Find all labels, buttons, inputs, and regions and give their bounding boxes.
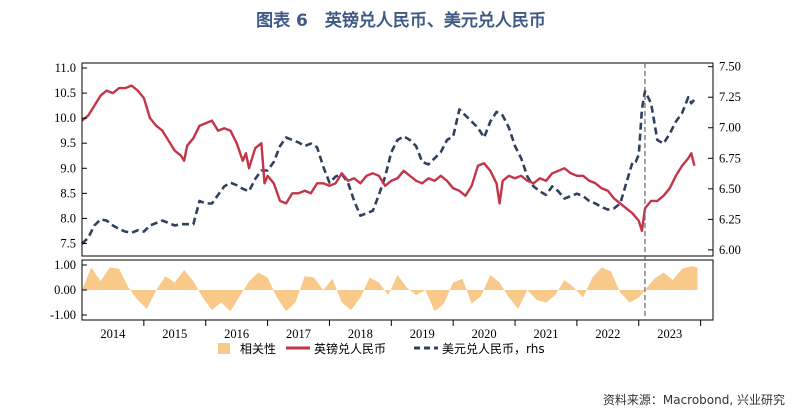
left-axis-tick-label: 10.0 <box>54 111 76 125</box>
left-axis-tick-label: 8.5 <box>60 186 76 200</box>
right-axis-tick-label: 7.00 <box>719 121 741 135</box>
right-axis-tick-label: 6.75 <box>719 151 741 165</box>
x-axis-tick-label: 2015 <box>162 327 187 341</box>
right-axis-tick-label: 6.50 <box>719 182 741 196</box>
x-axis-tick-label: 2019 <box>410 327 435 341</box>
legend: 相关性 英镑兑人民币 美元兑人民币，rhs <box>218 341 545 356</box>
gbp-cny-line <box>81 84 696 233</box>
x-axis-tick-label: 2023 <box>657 327 682 341</box>
x-axis-tick-label: 2021 <box>533 327 558 341</box>
bottom-axis-tick-label: 0.00 <box>54 283 76 297</box>
right-axis-tick-label: 7.50 <box>719 60 741 74</box>
legend-label: 相关性 <box>240 342 276 356</box>
right-axis-tick-label: 7.25 <box>719 90 741 104</box>
left-axis-tick-label: 11.0 <box>55 61 76 75</box>
top-panel-frame <box>81 62 714 257</box>
bottom-axis-tick-label: 1.00 <box>54 258 76 272</box>
axes: 7.5 8.0 8.5 9.0 9.5 10.0 10.5 11.0 6.00 6.25 6.50 6… <box>50 60 741 341</box>
bottom-axis-tick-label: -1.00 <box>50 308 76 322</box>
x-axis-tick-label: 2016 <box>224 327 249 341</box>
legend-swatch-correlation <box>218 343 230 354</box>
source-note: 资料来源：Macrobond, 兴业研究 <box>603 392 785 407</box>
right-axis-tick-label: 6.00 <box>719 243 741 257</box>
left-axis-tick-label: 10.5 <box>54 86 76 100</box>
x-axis-tick-label: 2022 <box>595 327 620 341</box>
left-axis-tick-label: 9.5 <box>60 136 76 150</box>
left-axis-tick-label: 9.0 <box>60 161 76 175</box>
left-axis-tick-label: 7.5 <box>60 236 76 250</box>
x-axis-tick-label: 2020 <box>472 327 497 341</box>
legend-label: 英镑兑人民币 <box>314 341 386 356</box>
chart-title: 图表 6 英镑兑人民币、美元兑人民币 <box>256 10 546 31</box>
right-axis-tick-label: 6.25 <box>719 212 741 226</box>
x-axis-tick-label: 2018 <box>348 327 373 341</box>
legend-label: 美元兑人民币，rhs <box>442 342 545 356</box>
exchange-rate-panel <box>81 84 696 245</box>
correlation-panel <box>82 266 698 312</box>
correlation-area <box>82 266 698 312</box>
x-axis-tick-label: 2017 <box>286 327 311 341</box>
left-axis-tick-label: 8.0 <box>60 211 76 225</box>
usd-cny-line <box>81 89 696 245</box>
x-axis-tick-label: 2014 <box>100 327 126 341</box>
